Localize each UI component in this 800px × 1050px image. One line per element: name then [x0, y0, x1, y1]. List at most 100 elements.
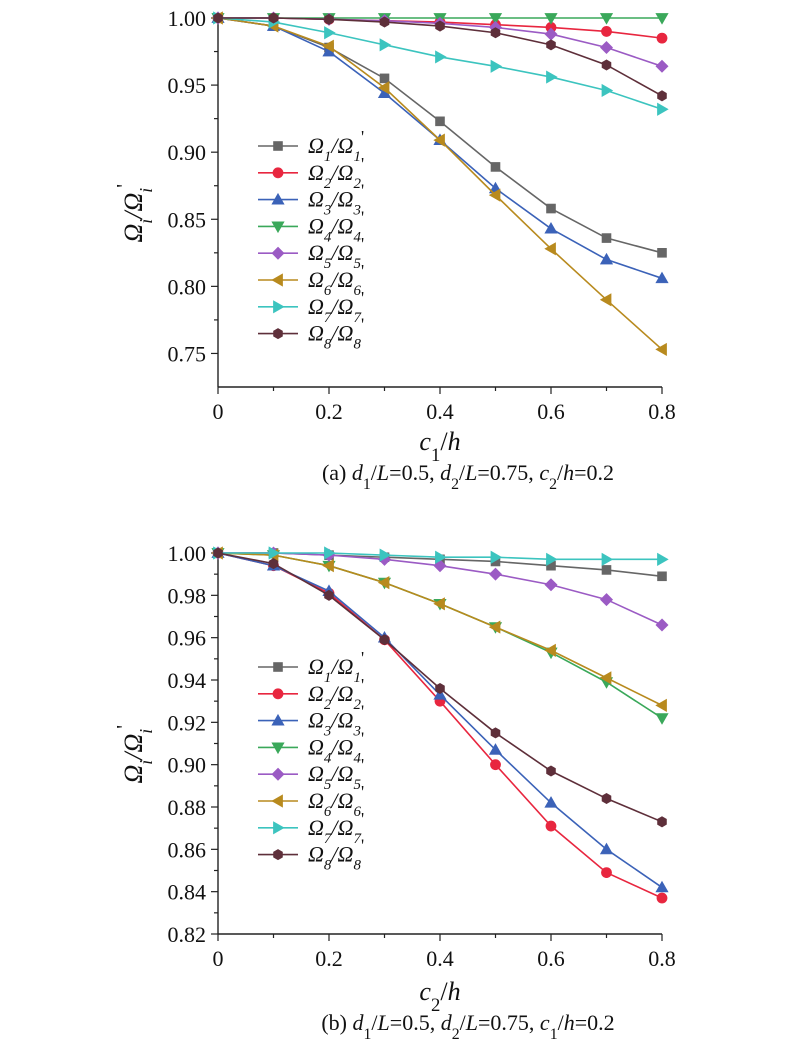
data-point — [655, 618, 669, 632]
data-point — [601, 867, 612, 879]
legend-marker — [273, 300, 285, 314]
legend-item-3: Ω3/Ω3' — [258, 181, 364, 219]
data-point — [655, 13, 669, 25]
data-point — [601, 59, 612, 71]
data-point — [490, 727, 501, 739]
data-point — [656, 32, 668, 44]
legend-marker — [271, 713, 285, 726]
data-point — [379, 73, 390, 84]
legend-item-8: Ω8/Ω8' — [258, 836, 364, 874]
data-point — [655, 271, 669, 284]
x-tick-label: 0.2 — [315, 399, 343, 424]
data-point — [433, 133, 445, 147]
data-point — [324, 589, 334, 601]
data-point — [488, 188, 501, 202]
data-point — [490, 550, 503, 564]
series-line-6 — [217, 17, 663, 351]
legend-label: Ω2/Ω2' — [308, 154, 364, 192]
data-point — [488, 13, 503, 25]
legend-label: Ω4/Ω4' — [308, 207, 364, 245]
legend-marker — [271, 767, 285, 781]
data-point — [490, 27, 501, 39]
x-tick-label: 0 — [213, 946, 224, 971]
legend-label: Ω6/Ω6' — [308, 261, 364, 299]
legend-item-1: Ω1/Ω1' — [258, 648, 364, 686]
data-point — [601, 565, 612, 575]
legend-marker — [273, 328, 283, 340]
data-point — [544, 578, 558, 592]
legend-item-2: Ω2/Ω2' — [258, 675, 364, 713]
data-point — [324, 13, 334, 25]
x-tick-label: 0.8 — [648, 399, 676, 424]
data-point — [601, 233, 612, 243]
x-tick-label: 0.6 — [537, 946, 565, 971]
y-tick-label: 0.94 — [168, 668, 207, 693]
data-point — [379, 548, 392, 562]
y-tick-label: 0.92 — [168, 710, 207, 735]
legend-item-6: Ω6/Ω6' — [258, 261, 364, 299]
chart-panel-b: 0 0.2 0.4 0.6 0.8 0.82 0.84 0.86 0.88 0.90 0.92 0.9… — [113, 541, 676, 1043]
data-point — [213, 12, 223, 24]
legend-item-6: Ω6/Ω6' — [258, 782, 364, 820]
y-tick-label: 0.88 — [168, 795, 207, 820]
data-point — [599, 671, 612, 685]
data-point — [268, 546, 281, 560]
legend-marker — [273, 849, 283, 861]
data-point — [655, 713, 669, 725]
data-point — [601, 26, 612, 37]
data-point — [379, 16, 390, 28]
legend-label: Ω5/Ω5' — [308, 234, 364, 272]
legend-item-7: Ω7/Ω7' — [258, 288, 364, 326]
data-point — [488, 743, 503, 755]
legend: Ω1/Ω1'Ω2/Ω2'Ω3/Ω3'Ω4/Ω4'Ω5/Ω5'Ω6/Ω6'Ω7/Ω… — [258, 648, 364, 874]
data-point — [657, 571, 667, 582]
legend-label: Ω1/Ω1' — [308, 648, 364, 686]
y-tick-label: 0.80 — [168, 274, 207, 299]
legend-label: Ω3/Ω3' — [308, 181, 364, 219]
legend-marker — [273, 662, 283, 672]
data-point — [657, 248, 667, 258]
legend-marker — [273, 141, 283, 151]
legend-marker — [271, 273, 283, 287]
data-point — [545, 820, 557, 832]
data-point — [377, 576, 390, 590]
y-tick-label: 0.95 — [168, 73, 207, 98]
x-axis-title: c1/h — [419, 427, 460, 466]
legend-label: Ω3/Ω3' — [308, 702, 364, 740]
data-point — [433, 597, 445, 611]
data-point — [377, 81, 390, 95]
data-point — [657, 102, 669, 116]
legend-label: Ω5/Ω5' — [308, 755, 364, 793]
data-point — [322, 559, 334, 573]
legend-label: Ω1/Ω1' — [308, 127, 364, 165]
legend-label: Ω8/Ω8' — [308, 836, 364, 874]
legend-marker — [271, 246, 285, 260]
data-point — [599, 252, 614, 265]
data-point — [490, 759, 501, 771]
y-tick-label: 0.84 — [168, 880, 207, 905]
legend-item-4: Ω4/Ω4' — [258, 207, 364, 245]
chart-panel-a: 0 0.2 0.4 0.6 0.8 0.75 0.80 0.85 0.90 0.95 1.00 Ωi/… — [113, 6, 676, 493]
data-point — [546, 552, 558, 566]
legend-marker — [271, 192, 285, 205]
data-point — [544, 242, 556, 256]
legend-label: Ω7/Ω7' — [308, 809, 364, 847]
data-point — [544, 13, 558, 25]
data-point — [657, 552, 669, 566]
data-point — [655, 342, 667, 357]
data-point — [435, 116, 445, 127]
x-tick-label: 0.2 — [315, 946, 343, 971]
data-point — [433, 688, 447, 700]
legend-label: Ω4/Ω4' — [308, 728, 364, 766]
legend-marker — [272, 688, 284, 700]
series-8 — [213, 12, 667, 102]
panel-caption: (a) d1/L=0.5, d2/L=0.75, c2/h=0.2 — [322, 460, 614, 493]
legend-marker — [271, 742, 285, 755]
data-point — [435, 20, 445, 32]
data-point — [435, 550, 447, 564]
y-tick-label: 0.82 — [168, 922, 207, 947]
x-tick-label: 0 — [213, 399, 224, 424]
data-point — [490, 162, 501, 172]
panel-caption: (b) d1/L=0.5, d2/L=0.75, c1/h=0.2 — [321, 1010, 614, 1043]
